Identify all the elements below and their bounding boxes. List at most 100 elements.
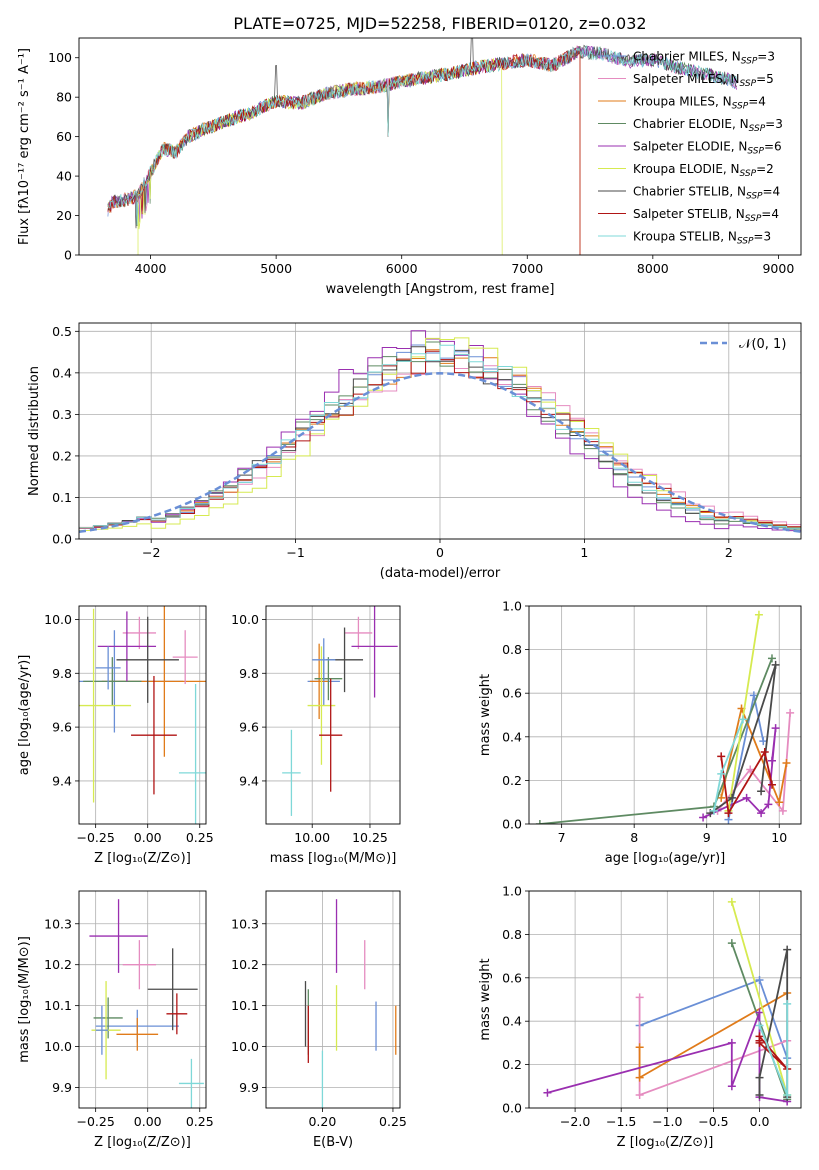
weight-marker: [767, 654, 776, 663]
y-tick-label: 9.4: [239, 773, 259, 788]
x-tick-label: 10.25: [352, 830, 388, 845]
x-axis-label: age [log₁₀(age/yr)]: [605, 851, 726, 866]
plot-area-mass_vs_Z: [89, 899, 204, 1108]
y-tick-label: 20: [56, 208, 72, 223]
weight-marker: [782, 758, 791, 767]
axes-frame: [78, 890, 207, 1109]
x-tick-label: 10: [771, 830, 787, 845]
weight-marker: [727, 1082, 736, 1091]
y-tick-label: 10.3: [231, 916, 259, 931]
y-tick-label: 0.1: [52, 490, 72, 505]
x-axis-label: mass [log₁₀(M/M⊙)]: [270, 851, 397, 866]
legend-entry: Kroupa MILES, NSSP=4: [633, 95, 766, 112]
x-axis-label: wavelength [Angstrom, rest frame]: [326, 282, 555, 297]
weight-marker: [535, 820, 544, 824]
y-tick-label: 0.5: [52, 324, 72, 339]
weight-marker: [717, 752, 726, 761]
x-tick-label: 0.25: [186, 830, 214, 845]
y-axis-label: mass weight: [478, 674, 493, 756]
x-tick-label: 0.00: [134, 830, 162, 845]
legend-entry: Salpeter MILES, NSSP=5: [633, 72, 774, 89]
weight-marker: [783, 999, 792, 1008]
weight-marker: [783, 945, 792, 954]
weight-marker: [724, 809, 733, 818]
weight-marker: [635, 1090, 644, 1099]
legend-entry: Chabrier MILES, NSSP=3: [633, 50, 775, 67]
x-tick-label: −1: [286, 545, 304, 560]
x-tick-label: −0.25: [76, 1114, 114, 1129]
y-tick-label: 9.6: [52, 720, 72, 735]
y-tick-label: 0.6: [502, 686, 522, 701]
weight-marker: [755, 1021, 764, 1030]
y-tick-label: 0.0: [502, 817, 522, 832]
weight-marker: [738, 715, 747, 724]
axes-frame: [265, 605, 401, 825]
weight-marker: [755, 1073, 764, 1082]
y-tick-label: 0.2: [502, 773, 522, 788]
y-axis-label: Flux [fλ10⁻¹⁷ erg cm⁻² s⁻¹ A⁻¹]: [17, 48, 32, 245]
weight-marker: [709, 806, 718, 815]
axes-frame: [78, 322, 802, 540]
y-tick-label: 9.9: [239, 1080, 259, 1095]
x-tick-label: 4000: [135, 261, 167, 276]
x-tick-label: 7: [558, 830, 566, 845]
weight-marker: [771, 724, 780, 733]
y-tick-label: 60: [56, 129, 72, 144]
y-tick-label: 9.6: [239, 720, 259, 735]
x-tick-label: −0.25: [76, 830, 114, 845]
spectrum-line-6: [137, 58, 503, 255]
x-tick-label: 0.25: [186, 1114, 214, 1129]
x-tick-label: 6000: [386, 261, 418, 276]
legend-entry: Chabrier STELIB, NSSP=4: [633, 185, 780, 202]
axes-frame: [528, 890, 802, 1109]
weight-marker: [786, 708, 795, 717]
plot-area-weight_vs_age: [535, 610, 795, 824]
axes-frame: [265, 890, 401, 1109]
weight-marker: [778, 806, 787, 815]
legend-entry: Salpeter ELODIE, NSSP=6: [633, 140, 782, 157]
y-tick-label: 9.8: [239, 666, 259, 681]
y-tick-label: 10.0: [231, 1039, 259, 1054]
x-axis-label: Z [log₁₀(Z/Z⊙)]: [617, 1135, 714, 1150]
x-axis-label: Z [log₁₀(Z/Z⊙)]: [94, 851, 191, 866]
weight-marker: [635, 993, 644, 1002]
normal-reference-curve: [79, 372, 801, 533]
axes-frame: [528, 605, 802, 825]
y-axis-label: Normed distribution: [27, 366, 42, 496]
y-tick-label: 0.4: [502, 729, 522, 744]
weight-line-5: [702, 728, 777, 819]
x-tick-label: 1: [580, 545, 588, 560]
x-tick-label: −2.0: [560, 1114, 590, 1129]
y-tick-label: 10.0: [44, 1039, 72, 1054]
weight-line-3: [720, 705, 788, 806]
y-tick-label: 10.0: [44, 612, 72, 627]
y-tick-label: 0.3: [52, 407, 72, 422]
weight-line-7: [758, 949, 789, 1098]
weight-marker: [757, 809, 766, 818]
x-tick-label: 9: [703, 830, 711, 845]
weight-marker: [727, 1038, 736, 1047]
y-tick-label: 0: [64, 248, 72, 263]
axes-mass_vs_Z: −0.25 0.00 0.25 9.9 10.0 10.1 10.2 10.3 Z [log₁₀…: [17, 890, 214, 1150]
y-tick-label: 9.9: [52, 1080, 72, 1095]
axes-mass_vs_ebv: 0.20 0.25 9.9 10.0 10.1 10.2 10.3 E(B-V): [231, 890, 407, 1150]
weight-marker: [635, 1043, 644, 1052]
plot-area-spectrum: [107, 38, 738, 255]
y-tick-label: 10.0: [231, 612, 259, 627]
y-tick-label: 40: [56, 169, 72, 184]
weight-marker: [746, 765, 755, 774]
weight-marker: [755, 1008, 764, 1017]
x-tick-label: 5000: [260, 261, 292, 276]
y-tick-label: 10.3: [44, 916, 72, 931]
y-tick-label: 10.1: [231, 998, 259, 1013]
plot-area-age_vs_mass: [282, 606, 398, 816]
y-tick-label: 1.0: [502, 599, 522, 614]
plot-area-mass_vs_ebv: [304, 899, 397, 1108]
weight-marker: [717, 769, 726, 778]
x-tick-label: −1.5: [606, 1114, 636, 1129]
weight-marker: [767, 780, 776, 789]
x-tick-label: 0.00: [134, 1114, 162, 1129]
weight-marker: [635, 1073, 644, 1082]
y-tick-label: 0.6: [502, 970, 522, 985]
